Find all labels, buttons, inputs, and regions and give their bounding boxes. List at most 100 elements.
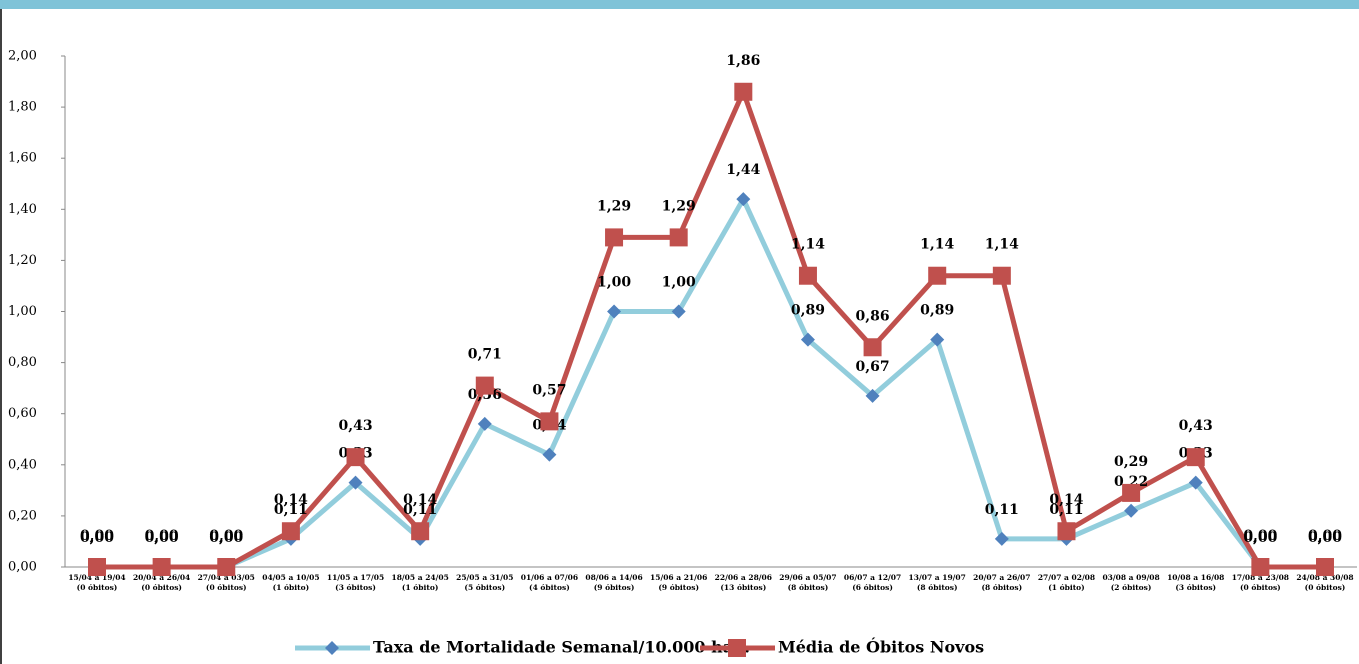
- marker: [1316, 558, 1334, 576]
- value-label: 0,43: [338, 418, 372, 434]
- marker: [1188, 475, 1203, 490]
- value-label: 0,00: [1243, 530, 1277, 546]
- value-label: 0,00: [145, 530, 179, 546]
- marker: [800, 332, 815, 347]
- x-tick-note: (5 óbitos): [464, 583, 505, 592]
- value-label: 0,14: [403, 492, 437, 508]
- marker: [477, 416, 492, 431]
- marker: [736, 192, 751, 207]
- x-tick-note: (8 óbitos): [917, 583, 958, 592]
- x-tick-label: 15/06 a 21/06: [650, 573, 707, 582]
- series-line: [97, 89, 1325, 570]
- value-label: 0,57: [532, 382, 566, 398]
- x-tick-note: (0 óbitos): [141, 583, 182, 592]
- x-tick-label: 27/07 a 02/08: [1038, 573, 1095, 582]
- y-tick-label: 1,80: [8, 100, 37, 115]
- x-tick-label: 22/06 a 28/06: [715, 573, 772, 582]
- marker: [1122, 483, 1141, 502]
- marker: [928, 266, 947, 285]
- x-tick-label: 29/06 a 05/07: [779, 573, 836, 582]
- x-tick-note: (6 óbitos): [852, 583, 893, 592]
- x-tick-label: 27/04 a 03/05: [198, 573, 255, 582]
- x-tick-note: (0 óbitos): [1305, 583, 1346, 592]
- marker: [734, 82, 753, 101]
- x-tick-label: 20/07 a 26/07: [973, 573, 1030, 582]
- x-tick-label: 20/04 a 26/04: [133, 573, 190, 582]
- marker: [542, 447, 557, 462]
- x-tick-note: (0 óbitos): [77, 583, 118, 592]
- marker: [863, 338, 882, 357]
- y-tick-label: 1,00: [8, 304, 37, 319]
- marker: [1124, 503, 1139, 518]
- marker: [475, 376, 494, 395]
- value-label: 0,00: [209, 530, 243, 546]
- y-tick-label: 1,60: [8, 151, 37, 166]
- value-label: 0,14: [274, 492, 308, 508]
- value-label: 1,29: [662, 198, 696, 214]
- value-label: 0,11: [985, 502, 1019, 518]
- value-label: 1,14: [791, 237, 825, 253]
- x-tick-label: 15/04 a 19/04: [68, 573, 125, 582]
- x-tick-label: 03/08 a 09/08: [1102, 573, 1159, 582]
- x-tick-note: (4 óbitos): [529, 583, 570, 592]
- marker: [325, 641, 339, 655]
- value-label: 0,00: [1308, 528, 1342, 544]
- series-line: [97, 196, 1325, 570]
- value-label: 0,00: [145, 528, 179, 544]
- top-bar: [0, 0, 1359, 9]
- value-label: 0,29: [1114, 454, 1148, 470]
- value-label: 0,86: [856, 308, 890, 324]
- value-label: 0,43: [1179, 418, 1213, 434]
- value-label: 0,11: [403, 502, 437, 518]
- marker: [994, 531, 1009, 546]
- y-tick-label: 2,00: [8, 49, 37, 64]
- x-tick-label: 01/06 a 07/06: [521, 573, 578, 582]
- marker: [1251, 558, 1270, 576]
- marker: [1186, 448, 1205, 467]
- marker: [607, 304, 622, 319]
- value-label: 0,14: [1049, 492, 1083, 508]
- legend-label: Média de Óbitos Novos: [778, 637, 984, 657]
- x-tick-label: 13/07 a 19/07: [909, 573, 966, 582]
- x-tick-note: (8 óbitos): [981, 583, 1022, 592]
- y-tick-label: 0,20: [8, 508, 37, 523]
- marker: [540, 412, 559, 431]
- marker: [152, 558, 171, 576]
- x-tick-label: 10/08 a 16/08: [1167, 573, 1224, 582]
- marker: [992, 266, 1011, 285]
- x-tick-note: (2 óbitos): [1111, 583, 1152, 592]
- value-label: 1,29: [597, 198, 631, 214]
- value-label: 0,11: [1049, 502, 1083, 518]
- y-tick-label: 0,00: [8, 560, 37, 575]
- marker: [865, 388, 880, 403]
- value-label: 0,00: [209, 528, 243, 544]
- value-label: 0,71: [468, 347, 502, 363]
- value-label: 1,14: [985, 237, 1019, 253]
- x-tick-note: (0 óbitos): [206, 583, 247, 592]
- x-tick-note: (1 óbito): [1048, 583, 1085, 592]
- y-tick-label: 1,20: [8, 253, 37, 268]
- x-tick-note: (9 óbitos): [658, 583, 699, 592]
- x-tick-label: 06/07 a 12/07: [844, 573, 901, 582]
- x-tick-label: 25/05 a 31/05: [456, 573, 513, 582]
- x-tick-note: (13 óbitos): [720, 583, 766, 592]
- marker: [930, 332, 945, 347]
- legend-label: Taxa de Mortalidade Semanal/10.000 hab.: [373, 638, 750, 657]
- marker: [411, 522, 430, 541]
- x-tick-note: (1 óbito): [273, 583, 310, 592]
- marker: [281, 522, 300, 541]
- x-tick-note: (3 óbitos): [1175, 583, 1216, 592]
- x-tick-note: (0 óbitos): [1240, 583, 1281, 592]
- x-tick-label: 08/06 a 14/06: [585, 573, 642, 582]
- marker: [728, 639, 746, 657]
- marker: [671, 304, 686, 319]
- x-tick-label: 17/08 a 23/08: [1232, 573, 1289, 582]
- marker: [605, 228, 624, 247]
- value-label: 0,00: [80, 528, 114, 544]
- x-tick-note: (3 óbitos): [335, 583, 376, 592]
- value-label: 1,00: [662, 275, 696, 291]
- value-label: 1,14: [920, 237, 954, 253]
- marker: [348, 475, 363, 490]
